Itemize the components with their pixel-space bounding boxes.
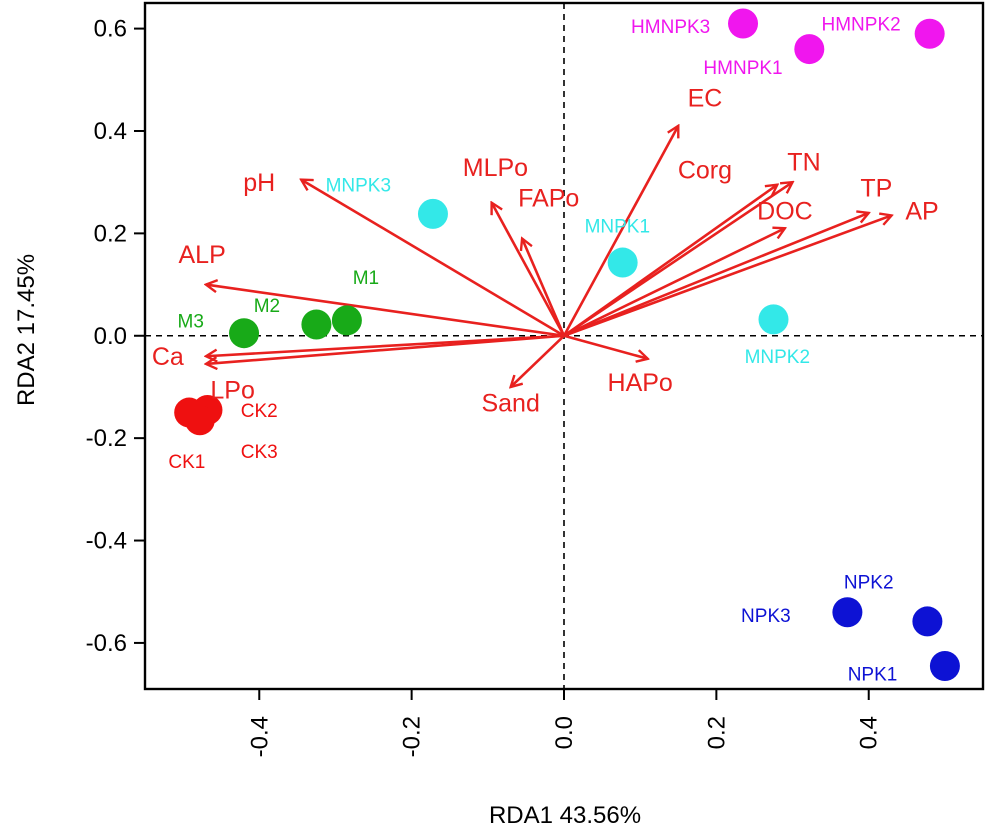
sample-label-npk1: NPK1 [848,665,898,686]
sample-point-m1 [331,305,362,336]
y-tick-label: 0.2 [94,220,127,247]
sample-label-hmnpk3: HMNPK3 [631,17,710,38]
y-axis-title: RDA2 17.45% [13,254,40,406]
x-tick-label: 0.2 [703,716,730,749]
sample-point-mnpk2 [758,304,789,335]
vector-arrow-lpo [206,334,565,364]
x-tick-label: 0.0 [551,716,578,749]
y-tick-label: -0.2 [86,425,127,452]
sample-point-npk2 [912,606,943,637]
sample-label-mnpk2: MNPK2 [745,347,810,368]
sample-point-hmnpk1 [794,34,825,65]
vector-label-hapo: HAPo [608,369,673,397]
vector-arrow-sand [511,334,565,387]
sample-point-npk3 [832,597,863,628]
vector-arrow-ec [562,126,678,337]
sample-label-m1: M1 [353,268,379,289]
sample-label-ck3: CK3 [241,442,278,463]
vector-arrow-doc [563,228,785,337]
sample-point-m3 [229,318,260,349]
vector-label-alp: ALP [179,241,226,269]
sample-label-ck1: CK1 [168,452,205,473]
vector-label-ec: EC [688,85,723,113]
vector-arrow-alp [206,285,565,338]
y-tick-label: 0.4 [94,118,127,145]
sample-label-hmnpk2: HMNPK2 [822,14,901,35]
sample-label-hmnpk1: HMNPK1 [703,58,782,79]
sample-label-m3: M3 [178,311,204,332]
sample-point-npk1 [929,650,960,681]
sample-point-ck3 [184,405,215,436]
y-tick-label: -0.6 [86,630,127,657]
vector-label-lpo: LPo [210,377,254,405]
vector-label-sand: Sand [481,389,539,417]
x-tick-label: 0.4 [856,716,883,749]
vector-label-ap: AP [905,197,938,225]
sample-label-mnpk3: MNPK3 [326,176,391,197]
vector-arrow-fapo [522,238,566,337]
vector-label-corg: Corg [678,156,732,184]
vector-arrow-hapo [563,334,648,359]
vector-arrow-tn [563,182,793,337]
y-tick-label: 0.0 [94,323,127,350]
sample-point-hmnpk2 [914,18,945,49]
sample-label-mnpk1: MNPK1 [585,217,650,238]
vector-label-tn: TN [787,149,820,177]
vector-label-ca: Ca [152,343,184,371]
vector-label-doc: DOC [757,197,813,225]
vector-arrow-tp [563,213,869,337]
y-tick-label: 0.6 [94,16,127,43]
vector-label-fapo: FAPo [518,185,579,213]
sample-label-npk3: NPK3 [741,606,791,627]
x-axis-title: RDA1 43.56% [489,802,641,829]
sample-point-m2 [301,309,332,340]
sample-point-mnpk1 [607,247,638,278]
vector-label-tp: TP [860,174,892,202]
vector-arrow-mlpo [492,203,566,337]
vector-label-ph: pH [243,169,275,197]
sample-label-ck2: CK2 [241,401,278,422]
sample-label-m2: M2 [254,296,280,317]
vector-label-mlpo: MLPo [463,154,528,182]
sample-point-mnpk3 [417,198,448,229]
vector-arrow-ap [563,215,892,337]
y-tick-label: -0.4 [86,528,127,555]
vector-arrow-ph [301,180,565,337]
sample-point-hmnpk3 [728,8,759,39]
x-tick-label: -0.4 [246,716,273,757]
x-tick-label: -0.2 [399,716,426,757]
sample-label-npk2: NPK2 [844,572,894,593]
